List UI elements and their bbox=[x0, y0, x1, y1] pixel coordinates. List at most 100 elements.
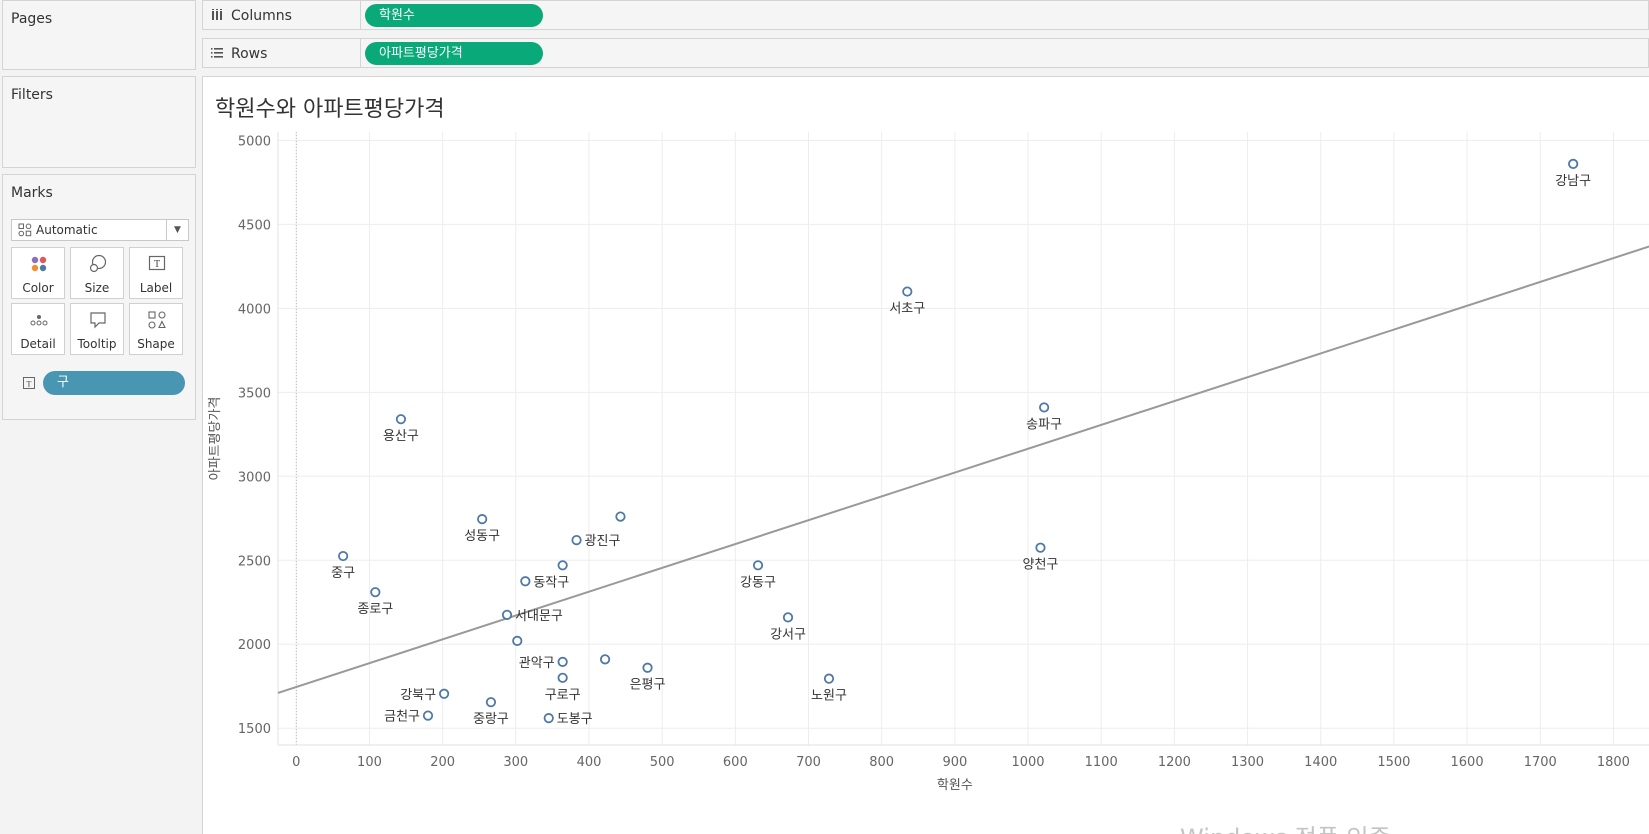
point-label: 금천구 bbox=[384, 710, 420, 725]
data-points bbox=[338, 158, 1579, 724]
x-tick-label: 1200 bbox=[1158, 755, 1191, 770]
x-tick-label: 1800 bbox=[1597, 755, 1630, 770]
point-label: 관악구 bbox=[519, 656, 555, 671]
rows-pill[interactable]: 아파트평당가격 bbox=[365, 42, 543, 65]
scatter-chart[interactable]: 0 100 200 300 400 500 600 700 800 900 1000 1100 1200… bbox=[203, 77, 1649, 834]
data-point bbox=[557, 560, 568, 571]
color-label: Color bbox=[22, 281, 54, 295]
point-label: 강서구 bbox=[770, 627, 806, 642]
x-tick-label: 300 bbox=[503, 755, 528, 770]
point-label: 도봉구 bbox=[557, 712, 593, 727]
size-button[interactable]: Size bbox=[70, 247, 124, 299]
point-label: 강동구 bbox=[740, 575, 776, 590]
point-label: 송파구 bbox=[1026, 417, 1062, 432]
x-tick-label: 400 bbox=[577, 755, 602, 770]
point-label: 은평구 bbox=[630, 678, 666, 693]
columns-pill[interactable]: 학원수 bbox=[365, 4, 543, 27]
y-tick-label: 2000 bbox=[238, 638, 271, 653]
shape-button[interactable]: Shape bbox=[129, 303, 183, 355]
x-tick-label: 0 bbox=[292, 755, 300, 770]
data-point bbox=[543, 713, 554, 724]
mark-type-dropdown[interactable]: Automatic ▼ bbox=[11, 219, 189, 241]
y-tick-label: 4500 bbox=[238, 218, 271, 233]
x-tick-label: 500 bbox=[650, 755, 675, 770]
y-axis-title: 아파트평당가격 bbox=[208, 397, 223, 481]
mark-type-value: Automatic bbox=[36, 223, 98, 237]
size-label: Size bbox=[84, 281, 110, 295]
chart-title: 학원수와 아파트평당가격 bbox=[215, 97, 445, 122]
color-button[interactable]: Color bbox=[11, 247, 65, 299]
x-tick-label: 1100 bbox=[1085, 755, 1118, 770]
marks-card: Marks Automatic ▼ Color Size T Lab bbox=[2, 174, 196, 420]
filters-card[interactable]: Filters bbox=[2, 76, 196, 168]
size-icon bbox=[89, 254, 107, 273]
point-label: 강북구 bbox=[400, 688, 436, 703]
point-label: 중구 bbox=[331, 566, 355, 581]
data-point bbox=[439, 688, 450, 699]
data-point bbox=[571, 535, 582, 546]
data-point bbox=[599, 654, 611, 665]
pages-title: Pages bbox=[11, 11, 53, 27]
trend-line bbox=[277, 245, 1649, 694]
rows-shelf-label: Rows bbox=[203, 39, 361, 67]
x-tick-label: 100 bbox=[357, 755, 382, 770]
automatic-marks-icon bbox=[18, 223, 32, 237]
x-tick-label: 800 bbox=[869, 755, 894, 770]
columns-shelf-label: Columns bbox=[203, 1, 361, 29]
data-point bbox=[395, 414, 407, 425]
rows-shelf[interactable]: Rows 아파트평당가격 bbox=[202, 38, 1649, 68]
data-point bbox=[782, 612, 794, 623]
detail-button[interactable]: Detail bbox=[11, 303, 65, 355]
x-tick-label: 1700 bbox=[1524, 755, 1557, 770]
marks-title: Marks bbox=[11, 185, 53, 201]
x-tick-label: 900 bbox=[942, 755, 967, 770]
data-point bbox=[557, 656, 568, 667]
data-point bbox=[520, 576, 531, 587]
shape-icon bbox=[148, 311, 166, 329]
y-tick-label: 4000 bbox=[238, 302, 271, 317]
axes bbox=[277, 132, 1649, 746]
gu-field-pill[interactable]: 구 bbox=[43, 371, 185, 395]
data-point bbox=[477, 514, 488, 525]
point-label: 양천구 bbox=[1023, 558, 1059, 573]
y-tick-label: 1500 bbox=[238, 722, 271, 737]
detail-label: Detail bbox=[20, 337, 56, 351]
trend-line-group bbox=[277, 245, 1649, 694]
shape-label: Shape bbox=[137, 337, 175, 351]
rows-icon bbox=[211, 48, 223, 58]
x-tick-label: 1000 bbox=[1011, 755, 1044, 770]
data-point bbox=[501, 609, 513, 620]
data-point bbox=[512, 635, 523, 646]
tooltip-label: Tooltip bbox=[77, 337, 117, 351]
x-tick-label: 600 bbox=[723, 755, 748, 770]
data-point bbox=[370, 587, 381, 598]
point-label: 중랑구 bbox=[473, 712, 509, 727]
detail-icon bbox=[30, 315, 48, 326]
label-icon: T bbox=[148, 255, 166, 271]
columns-shelf[interactable]: Columns 학원수 bbox=[202, 0, 1649, 30]
tooltip-button[interactable]: Tooltip bbox=[70, 303, 124, 355]
columns-icon bbox=[212, 9, 222, 20]
y-tick-label: 5000 bbox=[238, 134, 271, 149]
point-label: 동작구 bbox=[533, 575, 569, 590]
point-label: 서초구 bbox=[889, 302, 925, 317]
point-label: 서대문구 bbox=[515, 609, 563, 624]
point-label: 성동구 bbox=[464, 529, 500, 544]
svg-text:T: T bbox=[154, 259, 160, 270]
data-point bbox=[615, 511, 626, 522]
data-point bbox=[422, 710, 434, 721]
data-point bbox=[902, 286, 913, 297]
viz-area[interactable]: 학원수와 아파트평당가격 0 100 200 300 400 500 600 700 800 90… bbox=[202, 76, 1649, 834]
rows-label: Rows bbox=[231, 46, 268, 62]
x-axis-title: 학원수 bbox=[937, 778, 973, 793]
data-point bbox=[642, 662, 653, 673]
chevron-down-icon[interactable]: ▼ bbox=[166, 220, 188, 240]
label-button[interactable]: T Label bbox=[129, 247, 183, 299]
filters-title: Filters bbox=[11, 87, 53, 103]
point-label: 용산구 bbox=[383, 429, 419, 444]
y-tick-label: 2500 bbox=[238, 554, 271, 569]
label-encoding-icon: T bbox=[23, 377, 35, 389]
data-point bbox=[1035, 542, 1046, 553]
point-label: 노원구 bbox=[811, 689, 847, 704]
